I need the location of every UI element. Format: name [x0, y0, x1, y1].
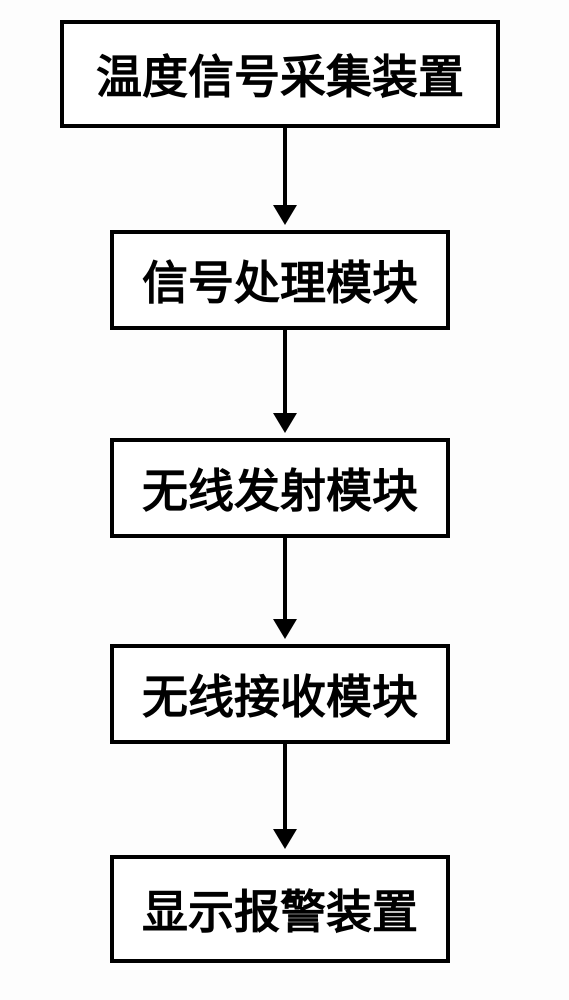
arrow-shaft	[283, 330, 287, 414]
node-label: 无线发射模块	[142, 455, 418, 521]
node-display-alarm: 显示报警装置	[110, 855, 450, 963]
node-label: 显示报警装置	[142, 876, 418, 942]
arrow-head	[273, 829, 297, 849]
arrow-head	[273, 619, 297, 639]
arrow-head	[273, 413, 297, 433]
node-temperature-acquisition: 温度信号采集装置	[60, 20, 500, 128]
node-label: 无线接收模块	[142, 661, 418, 727]
arrow-4-5	[273, 744, 297, 849]
node-wireless-receive: 无线接收模块	[110, 644, 450, 744]
flowchart-canvas: 温度信号采集装置 信号处理模块 无线发射模块 无线接收模块 显示报警装置	[0, 0, 569, 1000]
arrow-head	[273, 205, 297, 225]
arrow-shaft	[283, 744, 287, 830]
arrow-2-3	[273, 330, 297, 433]
arrow-shaft	[283, 538, 287, 620]
arrow-shaft	[283, 128, 287, 206]
node-label: 温度信号采集装置	[96, 41, 464, 107]
arrow-1-2	[273, 128, 297, 225]
node-wireless-transmit: 无线发射模块	[110, 438, 450, 538]
node-signal-processing: 信号处理模块	[110, 230, 450, 330]
node-label: 信号处理模块	[142, 247, 418, 313]
arrow-3-4	[273, 538, 297, 639]
